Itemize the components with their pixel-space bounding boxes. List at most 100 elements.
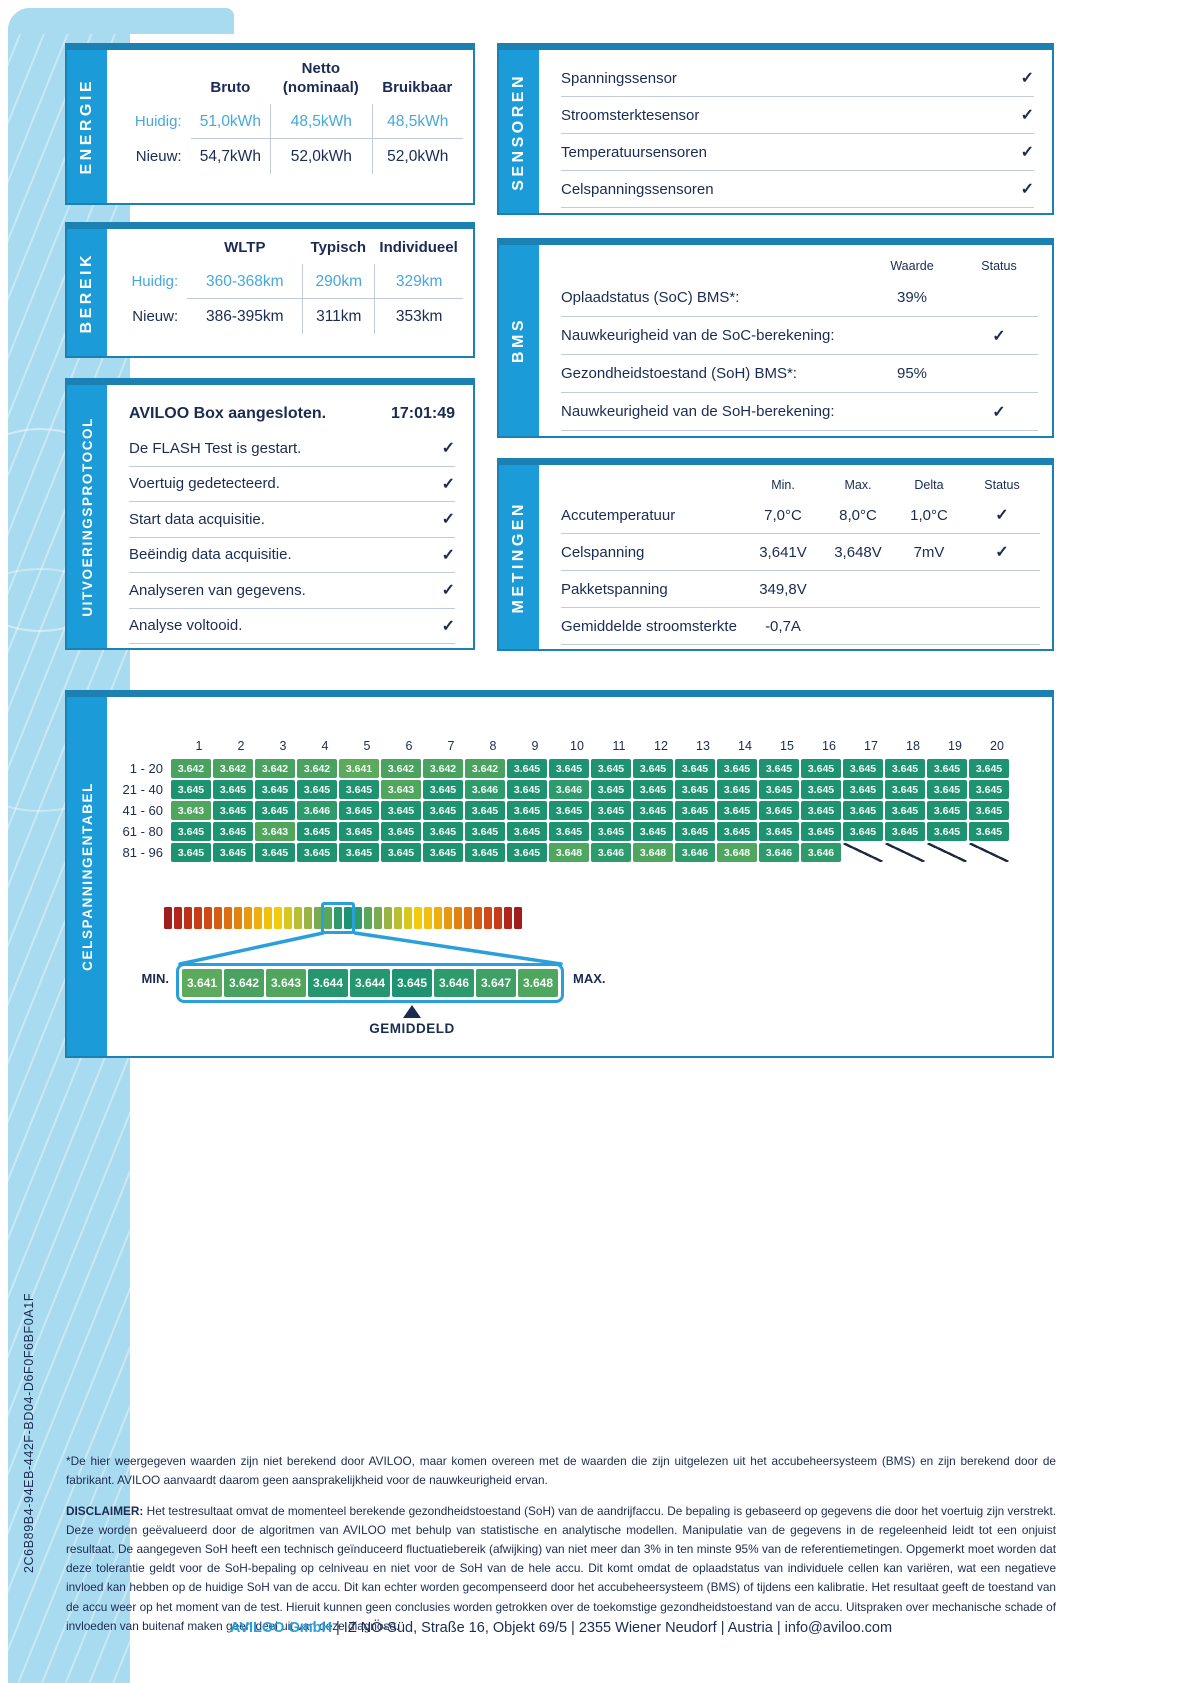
protocol-section-bar: UITVOERINGSPROTOCOL [67,385,107,648]
column-number: 3 [279,739,287,753]
voltage-cell: 3.645 [339,780,379,799]
voltage-cell: 3.645 [255,801,295,820]
heatbar-segment [444,907,452,929]
bms-rows: Oplaadstatus (SoC) BMS*: 39% Nauwkeurighei… [561,279,1038,431]
bms-row-label: Oplaadstatus (SoC) BMS*: [561,289,740,306]
voltage-cell: 3.643 [171,801,211,820]
voltage-cell: 3.645 [591,822,631,841]
voltage-cell: 3.645 [969,801,1009,820]
voltage-cell: 3.646 [591,843,631,862]
celltable-cells: 3.645 3.645 3.645 3.645 3.645 3.643 3.645 3.646… [171,780,1009,799]
voltage-cell: 3.645 [633,801,673,820]
voltage-cell: 3.645 [507,801,547,820]
metingen-col-delta: Delta [914,478,944,492]
check-icon: ✓ [992,327,1006,345]
voltage-cell: 3.645 [549,822,589,841]
voltage-cell: 3.646 [759,843,799,862]
heatbar-segment [314,907,322,929]
bms-section-bar: BMS [499,245,539,436]
celltable-row-label: 61 - 80 [122,824,163,839]
voltage-cell: 3.645 [759,822,799,841]
metingen-row: Gemiddelde stroomsterkte -0,7A [561,608,1040,645]
heatbar-segment [194,907,202,929]
column-header: Bruto [210,78,251,96]
row-label: Nieuw: [132,307,179,325]
heatbar-segment [354,907,362,929]
heatbar-segment [364,907,372,929]
heatbar-segment [464,907,472,929]
heatbar-segment [324,907,332,929]
energie-section-bar: ENERGIE [67,50,107,203]
value-cell: 353km [374,298,463,334]
metingen-row: Accutemperatuur 7,0°C 8,0°C 1,0°C ✓ [561,497,1040,534]
celltable-row-label: 21 - 40 [122,782,163,797]
check-icon: ✓ [1020,107,1034,124]
voltage-cell: 3.645 [297,780,337,799]
column-number: 12 [654,739,668,753]
heatbar-segment [414,907,422,929]
voltage-cell: 3.645 [927,822,967,841]
heatbar-segment [264,907,272,929]
protocol-header-text: AVILOO Box aangesloten. [129,405,327,422]
voltage-cell: 3.645 [843,759,883,778]
scale-min-label: MIN. [141,971,169,986]
heatbar-segment [454,907,462,929]
check-icon: ✓ [1020,70,1034,87]
check-icon: ✓ [1020,181,1034,198]
section-metingen: METINGEN Min. Max. Delta Status Accutemp… [497,458,1054,651]
heatbar-segment [184,907,192,929]
sensor-label: Celspanningssensoren [561,180,714,198]
heatbar-segment [394,907,402,929]
energie-table: Bruto Netto (nominaal) Bruikbaar Huidig: 51,… [107,50,473,174]
voltage-cell: 3.645 [171,780,211,799]
heatbar-segment [344,907,352,929]
column-number: 8 [489,739,497,753]
celltable-rows: 1 - 20 3.642 3.642 3.642 3.642 3.641 3.642 3.64… [107,759,1009,864]
scale-cell: 3.645 [392,969,432,997]
value-cell: 48,5kWh [371,103,463,139]
protocol-step-label: Voertuig gedetecteerd. [129,475,280,493]
celltable-cells: 3.643 3.645 3.645 3.646 3.645 3.645 3.645 3.645… [171,801,1009,820]
value-cell: 311km [302,298,374,334]
voltage-cell: 3.645 [843,801,883,820]
disclaimer-text: DISCLAIMER: Het testresultaat omvat de m… [66,1502,1056,1636]
table-row: Huidig: 51,0kWh 48,5kWh 48,5kWh [113,103,463,139]
voltage-cell: 3.645 [675,780,715,799]
voltage-cell: 3.645 [381,801,421,820]
voltage-cell: 3.648 [549,843,589,862]
heatbar-segment [234,907,242,929]
check-icon: ✓ [441,440,455,458]
metingen-row-label: Pakketspanning [561,580,668,598]
voltage-cell: 3.648 [717,843,757,862]
voltage-cell: 3.645 [465,843,505,862]
voltage-cell: 3.645 [801,780,841,799]
sensoren-list: Spanningssensor ✓ Stroomsterktesensor ✓ Temp… [539,50,1052,208]
voltage-cell: 3.645 [927,780,967,799]
voltage-cell: 3.645 [213,843,253,862]
bms-row: Nauwkeurigheid van de SoH-berekening: ✓ [561,393,1038,431]
voltage-cell: 3.642 [381,759,421,778]
voltage-cell: 3.645 [507,843,547,862]
column-number: 2 [237,739,245,753]
heatbar-segment [164,907,172,929]
sensor-label: Temperatuursensoren [561,143,707,161]
celltable-row: 61 - 80 3.645 3.645 3.643 3.645 3.645 3.645 3.6… [107,822,1009,841]
column-number: 19 [948,739,962,753]
voltage-cell: 3.645 [423,780,463,799]
celltable-row: 81 - 96 3.645 3.645 3.645 3.645 3.645 3.645 3.6… [107,843,1009,862]
voltage-cell: 3.645 [213,780,253,799]
voltage-cell: 3.645 [885,780,925,799]
check-icon: ✓ [441,546,455,564]
voltage-cell: 3.645 [927,801,967,820]
heatbar-segment [374,907,382,929]
heatbar-segment [334,907,342,929]
column-number: 15 [780,739,794,753]
sensoren-section-bar: SENSOREN [499,50,539,213]
celltable-row-label: 81 - 96 [122,845,163,860]
section-protocol: UITVOERINGSPROTOCOL AVILOO Box aangeslot… [65,378,475,650]
value-cell: 52,0kWh [270,138,371,174]
voltage-cell: 3.645 [969,780,1009,799]
metingen-row-label: Accutemperatuur [561,506,676,524]
heatbar-segment [274,907,282,929]
bms-row: Gezondheidstoestand (SoH) BMS*: 95% [561,355,1038,393]
